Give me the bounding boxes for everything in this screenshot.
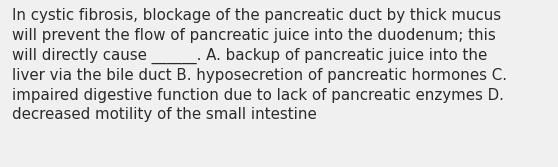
Text: In cystic fibrosis, blockage of the pancreatic duct by thick mucus
will prevent : In cystic fibrosis, blockage of the panc… [12, 8, 507, 122]
